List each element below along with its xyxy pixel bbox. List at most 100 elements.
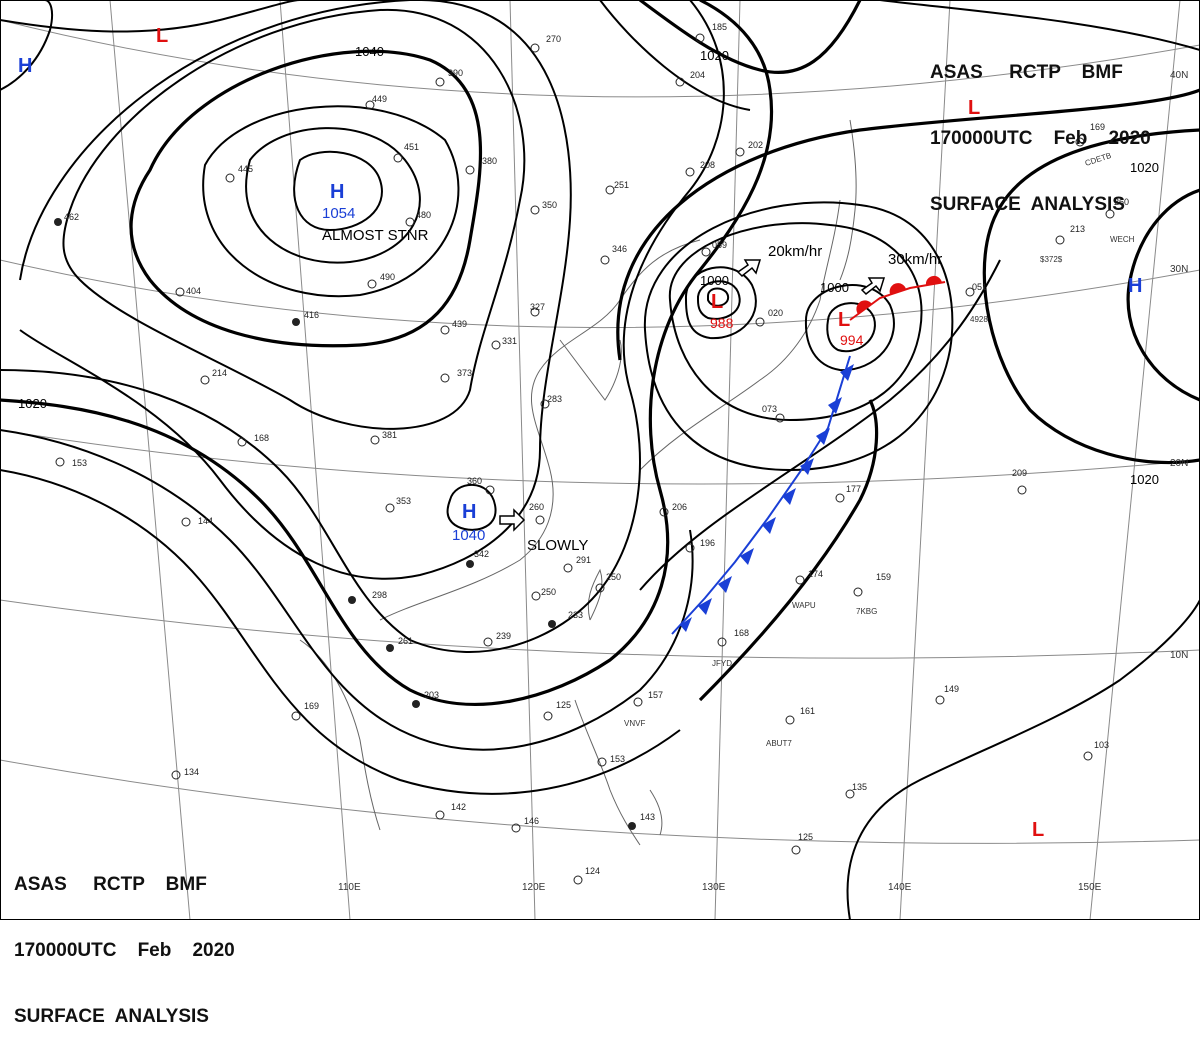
chart-header-bottom: ASAS RCTP BMF 170000UTC Feb 2020 SURFACE… [14, 830, 235, 1050]
station-pressure: 490 [380, 272, 395, 282]
station-id: 4928 [970, 315, 988, 324]
isobar-low-988-core [707, 287, 730, 307]
fronts [671, 275, 946, 635]
station: 214 [200, 368, 227, 385]
station-pressure: 134 [184, 767, 199, 777]
motion-label: SLOWLY [527, 537, 588, 554]
station-id: WAPU [792, 601, 816, 610]
station-pressure: 233 [568, 610, 583, 620]
station: 124 [573, 866, 600, 885]
station-pressure: 073 [762, 404, 777, 414]
low-center-letter: L [1032, 819, 1044, 841]
cold-front-tooth [740, 548, 754, 565]
station: 157 [633, 690, 663, 707]
station: 177 [835, 484, 861, 503]
cold-front-tooth [782, 488, 796, 505]
header-line-3: SURFACE ANALYSIS [14, 1006, 209, 1027]
isobar-far-south [698, 399, 879, 702]
station-pressure: 480 [416, 210, 431, 220]
station-pressure: 283 [547, 394, 562, 404]
station: 239 [483, 631, 511, 647]
longitude-label: 130E [702, 882, 726, 893]
station: 260 [529, 502, 545, 525]
station: 161 [785, 706, 815, 725]
station: 233 [548, 610, 583, 628]
cold-front-tooth [680, 617, 692, 632]
station: 142 [435, 802, 466, 820]
low-center-letter: L [838, 309, 850, 331]
station-pressure: 149 [944, 684, 959, 694]
station-pressure: 206 [672, 502, 687, 512]
isobar-nw-low [0, 0, 54, 91]
station: 169 [291, 701, 319, 721]
latitude-line-10n [0, 599, 1200, 659]
isobar-label: 1000 [700, 273, 729, 288]
station-pressure: 213 [1070, 224, 1085, 234]
cold-front-tooth [698, 598, 712, 615]
isobars [0, 0, 1200, 920]
station: 134 [171, 767, 199, 780]
station-pressure: 353 [396, 496, 411, 506]
station: 298 [348, 590, 387, 604]
station-id: VNVF [624, 719, 645, 728]
cold-front-tooth [816, 428, 830, 445]
station: 353 [385, 496, 411, 513]
high-center-letter: H [462, 501, 476, 523]
station-pressure: 051 [972, 282, 987, 292]
coastlines [299, 119, 857, 846]
cold-front-tooth [718, 576, 732, 593]
station: 380 [465, 156, 497, 175]
latitude-labels: 40N 30N 20N 10N [1170, 70, 1188, 661]
isobar-1054-inner [293, 150, 383, 232]
station: 143 [628, 812, 655, 830]
high-center-value: 1054 [322, 205, 355, 222]
motion-label: 30km/hr [888, 251, 942, 268]
station-pressure: 462 [64, 212, 79, 222]
low-center-letter: L [711, 291, 723, 313]
header-line-3: SURFACE ANALYSIS [930, 194, 1125, 215]
motion-arrows [499, 259, 886, 532]
station-pressure: 185 [712, 22, 727, 32]
station: 490 [367, 272, 395, 289]
station-pressure: 250 [541, 587, 556, 597]
station: 373 [440, 368, 472, 383]
isobar-label: 1020 [700, 48, 729, 63]
latitude-line-40n [0, 19, 1200, 98]
station: 331 [491, 336, 517, 350]
station-pressure: 373 [457, 368, 472, 378]
station: 404 [175, 286, 201, 297]
station: 059 [701, 240, 727, 257]
latitude-line-20n [0, 429, 1200, 485]
station: 149 [935, 684, 959, 705]
isobar-low-ring-5 [643, 201, 954, 472]
station-pressure: 146 [524, 816, 539, 826]
header-line-1: ASAS RCTP BMF [14, 874, 207, 895]
isobar-east-1020-se [1126, 188, 1200, 402]
station-pressure: 020 [768, 308, 783, 318]
station-pressure: 214 [212, 368, 227, 378]
station: 283 [540, 394, 562, 409]
station: 350 [530, 200, 557, 215]
header-line-1: ASAS RCTP BMF [930, 62, 1123, 83]
station: 206 [659, 502, 687, 517]
station-pressure: 251 [614, 180, 629, 190]
station-pressure: 153 [72, 458, 87, 468]
station-id: ABUT7 [766, 739, 792, 748]
longitude-labels: 110E 120E 130E 140E 150E [338, 882, 1102, 893]
pressure-centers: H 1054 ALMOST STNR H 1040 L 988 L 994 H … [18, 25, 1142, 841]
station-pressure: 174 [808, 569, 823, 579]
station: 462 [54, 212, 79, 226]
station: 327 [530, 302, 545, 317]
station-pressure: 204 [690, 70, 705, 80]
station: 196 [685, 538, 715, 553]
arrow-30kmhr-icon [860, 277, 886, 296]
station: 135 [845, 782, 867, 799]
station: 250 [595, 572, 621, 593]
cold-front-tooth [762, 517, 776, 534]
motion-label: 20km/hr [768, 243, 822, 260]
station: 381 [370, 430, 397, 445]
station: 153 [55, 457, 87, 468]
warm-front-semicircle [925, 275, 942, 285]
coastline-sakhalin [839, 119, 857, 281]
longitude-line-100e [109, 0, 191, 920]
